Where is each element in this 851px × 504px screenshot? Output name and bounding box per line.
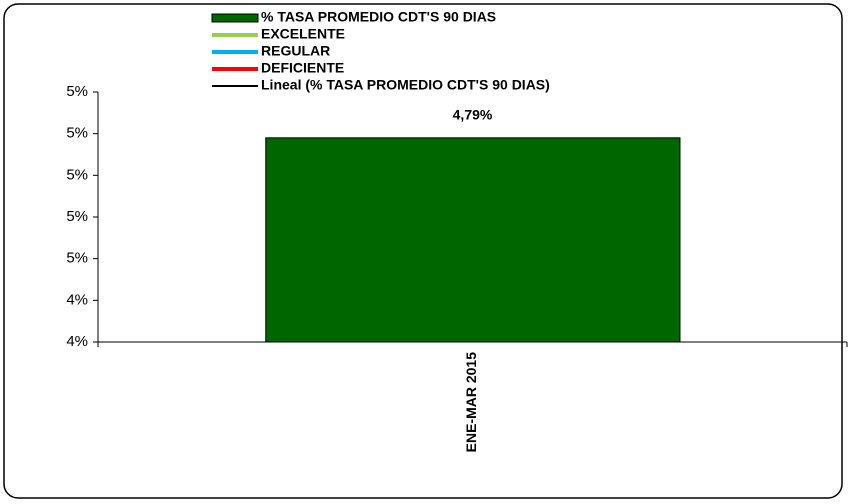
legend-swatch bbox=[211, 13, 259, 23]
legend-label: Lineal (% TASA PROMEDIO CDT'S 90 DIAS) bbox=[261, 77, 550, 93]
y-tick-label: 5% bbox=[66, 250, 88, 267]
bar bbox=[265, 137, 681, 343]
y-tick-label: 5% bbox=[66, 125, 88, 142]
y-tick-label: 5% bbox=[66, 83, 88, 100]
data-label: 4,79% bbox=[453, 107, 493, 123]
x-tick-label: ENE-MAR 2015 bbox=[463, 352, 479, 453]
y-tick-label: 5% bbox=[66, 166, 88, 183]
legend-label: REGULAR bbox=[261, 43, 330, 59]
legend-label: EXCELENTE bbox=[261, 26, 345, 42]
legend-label: DEFICIENTE bbox=[261, 60, 344, 76]
y-tick-label: 4% bbox=[66, 291, 88, 308]
legend-label: % TASA PROMEDIO CDT'S 90 DIAS bbox=[261, 9, 496, 25]
y-tick-label: 4% bbox=[66, 333, 88, 350]
legend-bg bbox=[205, 8, 625, 96]
y-tick-label: 5% bbox=[66, 208, 88, 225]
